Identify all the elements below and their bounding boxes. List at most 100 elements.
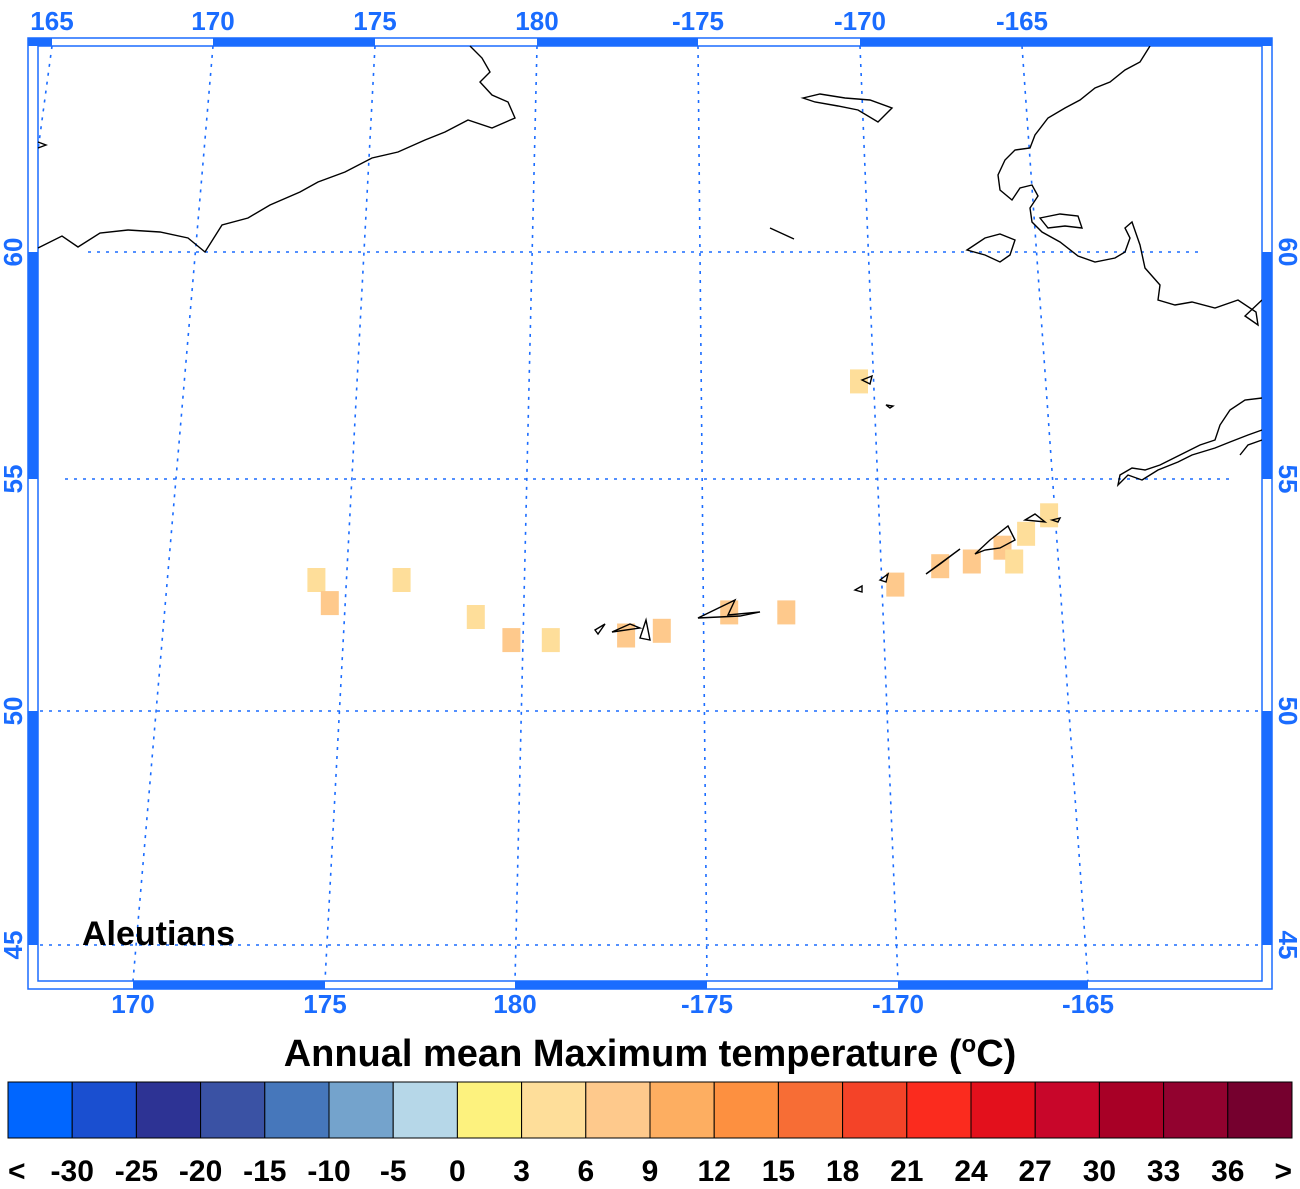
- colorbar-swatch: [713, 1081, 779, 1139]
- temperature-cell: [617, 623, 636, 648]
- left-lat-label: 50: [0, 697, 28, 726]
- colorbar-labels: < -30 -25 -20 -15 -10 -5 0 3 6 9 12 15 18 21 24 27 30 33 36…: [8, 1155, 1292, 1188]
- island-rat: [611, 623, 643, 633]
- colorbar-label: -25: [115, 1155, 158, 1188]
- temperature-cell: [1040, 503, 1059, 528]
- temperature-cell: [320, 591, 339, 616]
- colorbar-label: 21: [890, 1155, 923, 1188]
- right-lat-label: 55: [1273, 465, 1300, 494]
- colorbar-swatch: [649, 1081, 715, 1139]
- inner-frame: [37, 45, 1263, 982]
- region-label: Aleutians: [82, 915, 235, 953]
- right-lat-label: 60: [1273, 238, 1300, 267]
- temperature-cell: [886, 572, 905, 597]
- title-text: Annual mean Maximum temperature (: [284, 1033, 962, 1075]
- lon-line-170: [132, 45, 214, 982]
- island-atka: [697, 598, 761, 619]
- temperature-cell: [1005, 549, 1024, 574]
- chart-title: Annual mean Maximum temperature (oC): [284, 1031, 1017, 1075]
- island-four-mountains-a: [853, 584, 863, 593]
- colorbar-swatch: [456, 1081, 523, 1139]
- colorbar-swatch: [842, 1081, 908, 1139]
- top-lon-label: 165: [30, 6, 73, 36]
- top-bar-5: [1022, 38, 1272, 46]
- bottom-lon-label: -170: [872, 989, 924, 1019]
- lon-line-m175: [697, 45, 708, 982]
- pribilof-st-paul: [860, 374, 874, 386]
- colorbar-label: 24: [954, 1155, 988, 1188]
- bottom-lon-label: -175: [681, 989, 733, 1019]
- alaska-coast: [997, 45, 1263, 327]
- colorbar-label: 9: [642, 1155, 659, 1188]
- colorbar-swatch: [970, 1081, 1036, 1139]
- title-unit: C): [976, 1033, 1016, 1075]
- colorbar-label: 0: [449, 1155, 466, 1188]
- colorbar-swatch: [1098, 1081, 1165, 1139]
- right-lat-label: 50: [1273, 697, 1300, 726]
- colorbar-swatch: [906, 1081, 972, 1139]
- colorbar-label: 6: [577, 1155, 594, 1188]
- top-bar-2: [537, 38, 698, 46]
- colorbar-label: 36: [1211, 1155, 1244, 1188]
- outer-frame: [27, 37, 1273, 990]
- colorbar-swatch: [1163, 1081, 1229, 1139]
- top-lon-label: -170: [834, 6, 886, 36]
- top-lon-label: -175: [672, 6, 724, 36]
- colorbar-label: <: [8, 1155, 26, 1188]
- coastlines: [37, 45, 1263, 641]
- left-lat-label: 60: [0, 238, 28, 267]
- right-lat-label: 45: [1273, 931, 1300, 960]
- right-bar-2: [1262, 711, 1272, 945]
- bottom-bar-3: [898, 981, 1088, 989]
- temperature-cell: [777, 600, 796, 625]
- bottom-lon-label: 180: [493, 989, 536, 1019]
- graticule: [37, 45, 1262, 982]
- bottom-lon-label: 175: [303, 989, 346, 1019]
- colorbar-label: 12: [698, 1155, 731, 1188]
- colorbar-swatch: [777, 1081, 844, 1139]
- top-lon-label: -165: [996, 6, 1048, 36]
- bottom-lon-label: 170: [111, 989, 154, 1019]
- left-lat-labels: 60 55 50 45: [0, 238, 28, 960]
- top-bar-0: [28, 38, 52, 46]
- stray-segment: [769, 227, 795, 240]
- colorbar-swatch: [521, 1081, 587, 1139]
- temperature-cell: [466, 605, 485, 629]
- pribilof-st-george: [885, 404, 895, 409]
- left-bar-1: [28, 252, 38, 479]
- temperature-cell: [541, 628, 560, 653]
- colorbar-label: -15: [243, 1155, 286, 1188]
- map-frame: [27, 37, 1273, 990]
- bottom-lon-label: -165: [1062, 989, 1114, 1019]
- kamchatka-tip: [37, 141, 48, 149]
- island-sanak: [1022, 513, 1048, 523]
- colorbar-swatch: [7, 1081, 73, 1139]
- left-lat-label: 45: [0, 931, 28, 960]
- colorbar-swatch: [135, 1081, 202, 1139]
- temperature-cell: [502, 628, 521, 653]
- colorbar-label: 27: [1019, 1155, 1052, 1188]
- small-island-ne: [1038, 213, 1084, 229]
- left-bar-2: [28, 711, 38, 945]
- left-lat-label: 55: [0, 465, 28, 494]
- island-four-mountains-b: [878, 572, 890, 583]
- temperature-cell: [652, 618, 671, 643]
- top-lon-label: 170: [191, 6, 234, 36]
- colorbar-label: 3: [513, 1155, 530, 1188]
- island-near: [593, 623, 606, 636]
- temperature-cell: [392, 568, 411, 592]
- colorbar-label: 18: [826, 1155, 859, 1188]
- alaska-peninsula: [1116, 397, 1263, 488]
- colorbar-label: -20: [179, 1155, 222, 1188]
- colorbar-swatch: [585, 1081, 651, 1139]
- top-bar-1: [213, 38, 375, 46]
- right-lat-labels: 60 55 50 45: [1273, 238, 1300, 960]
- lon-line-m170: [859, 45, 899, 982]
- title-superscript: o: [962, 1031, 977, 1058]
- colorbar-swatch: [392, 1081, 458, 1139]
- nunivak-island: [965, 233, 1016, 263]
- top-lon-labels: 165 170 175 180 -175 -170 -165: [30, 6, 1048, 36]
- colorbar-label: 15: [762, 1155, 795, 1188]
- temperature-cells: [307, 369, 1059, 653]
